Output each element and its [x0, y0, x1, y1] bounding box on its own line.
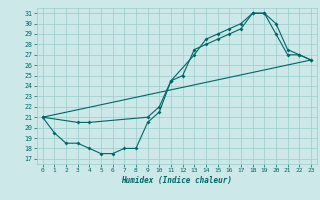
- X-axis label: Humidex (Indice chaleur): Humidex (Indice chaleur): [121, 176, 232, 185]
